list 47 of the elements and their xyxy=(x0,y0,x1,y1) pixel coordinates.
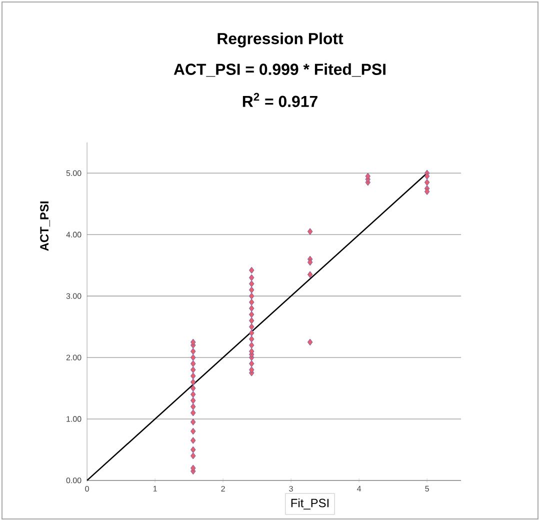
point xyxy=(190,390,196,398)
point xyxy=(190,360,196,368)
point xyxy=(248,274,254,282)
point xyxy=(190,348,196,355)
point xyxy=(190,403,196,410)
point xyxy=(424,188,430,196)
point xyxy=(365,172,371,180)
point xyxy=(248,266,254,274)
point xyxy=(190,366,196,374)
chart-subtitle: ACT_PSI = 0.999 * Fited_PSI xyxy=(174,63,386,77)
x-axis-title: Fit_PSI xyxy=(291,498,328,510)
point xyxy=(190,354,196,361)
point xyxy=(307,258,313,266)
point xyxy=(190,378,196,386)
point xyxy=(248,360,254,368)
point xyxy=(424,178,430,186)
point xyxy=(190,464,196,472)
point xyxy=(248,330,254,336)
point xyxy=(190,418,196,426)
point xyxy=(248,311,254,318)
point xyxy=(190,437,196,444)
chart-title: Regression Plott xyxy=(218,32,344,48)
y-axis-title: ACT_PSI xyxy=(40,202,50,251)
point xyxy=(307,271,313,278)
point xyxy=(248,280,254,288)
point xyxy=(190,372,196,380)
point xyxy=(190,338,196,346)
point xyxy=(190,452,196,460)
point xyxy=(248,366,254,374)
point xyxy=(248,286,254,294)
point xyxy=(248,317,254,324)
point xyxy=(190,384,196,392)
point xyxy=(190,446,196,454)
point xyxy=(248,304,254,312)
point xyxy=(190,397,196,404)
point xyxy=(248,348,254,355)
point xyxy=(307,338,313,346)
point xyxy=(248,342,254,349)
point xyxy=(248,292,254,300)
point xyxy=(248,298,254,306)
point xyxy=(190,428,196,435)
point xyxy=(248,336,254,343)
point xyxy=(307,228,313,235)
point xyxy=(190,409,196,416)
text: R$^{2}$ = 0.917 xyxy=(242,92,318,108)
point xyxy=(248,323,254,330)
point xyxy=(424,172,430,180)
